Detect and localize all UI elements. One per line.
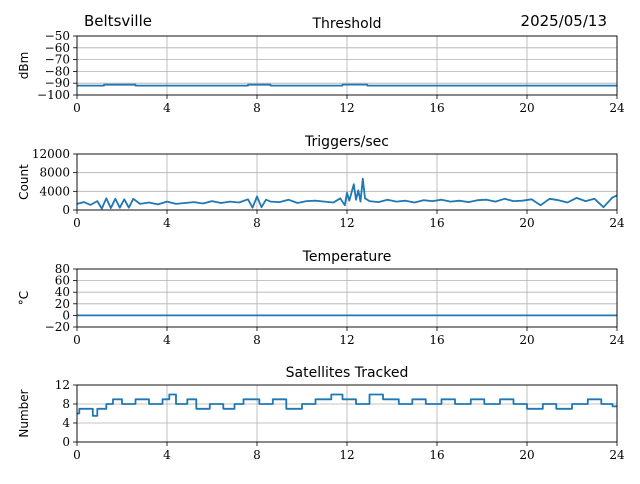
y-axis-label: °C — [17, 291, 31, 305]
x-tick-label: 4 — [163, 333, 171, 347]
x-tick-label: 0 — [73, 333, 81, 347]
x-tick-label: 8 — [253, 333, 261, 347]
chart-panel-0: 0 4 8 12 16 20 24 −100−90−80−70−60−50 Threshold d… — [17, 16, 625, 115]
chart-title: Triggers/sec — [304, 134, 389, 150]
x-tick-label: 24 — [609, 448, 625, 462]
x-tick-label: 20 — [519, 333, 534, 347]
y-tick-label: 40 — [55, 285, 70, 299]
x-tick-label: 0 — [73, 216, 81, 230]
x-tick-label: 16 — [429, 216, 444, 230]
y-tick-label: −70 — [45, 53, 70, 67]
x-tick-label: 12 — [339, 216, 354, 230]
y-tick-label: 4000 — [39, 184, 70, 198]
x-tick-label: 24 — [609, 216, 625, 230]
series-line-0 — [77, 83, 617, 87]
y-axis-label: Number — [17, 389, 31, 437]
x-tick-label: 8 — [253, 101, 261, 115]
chart-panel-1: 0 4 8 12 16 20 24 0 4000 8000 12000 Triggers/sec Cou… — [17, 134, 625, 230]
y-tick-label: −80 — [45, 64, 70, 78]
chart-title: Threshold — [312, 16, 382, 32]
chart-panel-3: 0 4 8 12 16 20 24 0 4 8 12 Satellites Tracked Number — [17, 365, 625, 462]
location-label: Beltsville — [84, 12, 152, 30]
x-tick-label: 16 — [429, 101, 444, 115]
y-tick-label: −60 — [45, 41, 70, 55]
chart-title: Temperature — [302, 249, 392, 265]
x-tick-label: 20 — [519, 216, 534, 230]
x-tick-label: 8 — [253, 216, 261, 230]
x-tick-label: 20 — [519, 448, 534, 462]
y-tick-label: −20 — [45, 320, 70, 334]
date-label: 2025/05/13 — [520, 12, 607, 30]
x-tick-label: 12 — [339, 333, 354, 347]
y-tick-label: 60 — [55, 274, 70, 288]
x-tick-label: 8 — [253, 448, 261, 462]
x-tick-label: 4 — [163, 101, 171, 115]
y-tick-label: 8000 — [39, 166, 70, 180]
y-axis-label: dBm — [17, 52, 31, 80]
y-tick-label: 8 — [62, 397, 70, 411]
y-tick-label: 12 — [55, 378, 70, 392]
y-tick-label: −50 — [45, 29, 70, 43]
y-tick-label: −100 — [37, 88, 70, 102]
y-tick-label: 80 — [55, 262, 70, 276]
y-tick-label: 0 — [62, 308, 70, 322]
y-tick-label: 0 — [62, 435, 70, 449]
x-tick-label: 0 — [73, 101, 81, 115]
y-tick-label: −90 — [45, 76, 70, 90]
x-tick-label: 4 — [163, 216, 171, 230]
x-tick-label: 16 — [429, 448, 444, 462]
y-tick-label: 12000 — [32, 147, 70, 161]
chart-title: Satellites Tracked — [286, 365, 409, 381]
y-tick-label: 20 — [55, 297, 70, 311]
y-axis-label: Count — [17, 164, 31, 200]
series-line-0 — [77, 393, 617, 417]
x-tick-label: 12 — [339, 101, 354, 115]
x-tick-label: 16 — [429, 333, 444, 347]
x-tick-label: 4 — [163, 448, 171, 462]
y-tick-label: 4 — [62, 416, 70, 430]
x-tick-label: 12 — [339, 448, 354, 462]
x-tick-label: 0 — [73, 448, 81, 462]
y-tick-label: 0 — [62, 203, 70, 217]
x-tick-label: 24 — [609, 333, 625, 347]
x-tick-label: 20 — [519, 101, 534, 115]
x-tick-label: 24 — [609, 101, 625, 115]
series-line-0 — [76, 177, 618, 210]
